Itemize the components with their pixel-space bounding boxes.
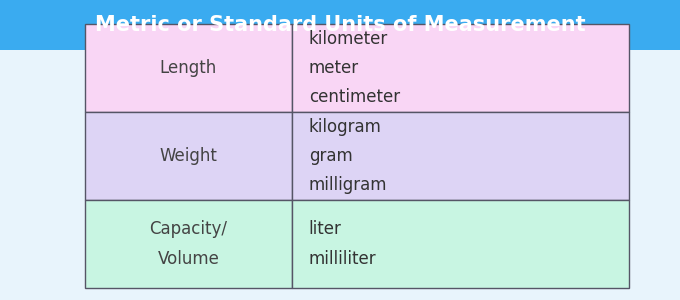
Bar — [85, 112, 292, 200]
Bar — [292, 112, 629, 200]
Text: Length: Length — [160, 59, 217, 77]
Text: Capacity/
Volume: Capacity/ Volume — [150, 220, 227, 268]
Bar — [292, 200, 629, 288]
Bar — [85, 24, 292, 112]
Text: kilogram
gram
milligram: kilogram gram milligram — [309, 118, 387, 194]
Bar — [0, 0, 680, 50]
Text: Metric or Standard Units of Measurement: Metric or Standard Units of Measurement — [95, 15, 585, 35]
Text: liter
milliliter: liter milliliter — [309, 220, 376, 268]
Bar — [85, 200, 292, 288]
Text: kilometer
meter
centimeter: kilometer meter centimeter — [309, 30, 400, 106]
Text: Weight: Weight — [159, 147, 218, 165]
Bar — [292, 24, 629, 112]
